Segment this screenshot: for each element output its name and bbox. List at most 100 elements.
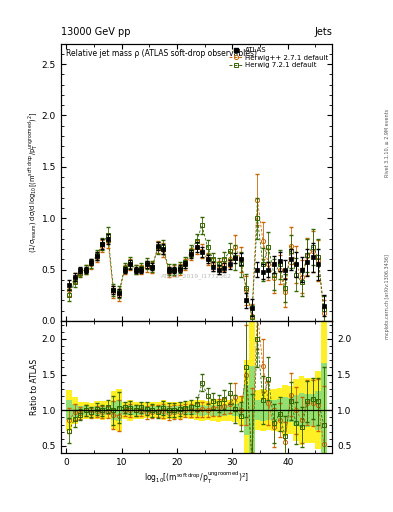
Bar xyxy=(177,402,183,419)
Bar xyxy=(249,323,255,498)
Bar xyxy=(77,402,83,419)
Bar xyxy=(221,399,227,421)
Bar xyxy=(144,402,149,418)
Bar xyxy=(127,400,133,421)
Bar xyxy=(199,405,205,416)
Bar xyxy=(83,402,88,419)
Bar xyxy=(227,400,233,421)
Bar xyxy=(299,393,305,428)
Bar xyxy=(172,406,177,415)
Text: Relative jet mass ρ (ATLAS soft-drop observables): Relative jet mass ρ (ATLAS soft-drop obs… xyxy=(66,49,257,58)
Bar xyxy=(100,406,105,415)
Bar xyxy=(205,406,210,415)
Bar xyxy=(66,390,72,431)
Bar xyxy=(260,400,266,421)
Bar xyxy=(277,388,282,433)
Bar xyxy=(244,385,249,435)
Bar xyxy=(138,402,144,419)
Bar xyxy=(116,389,122,432)
Bar xyxy=(282,385,288,436)
Text: 13000 GeV pp: 13000 GeV pp xyxy=(61,27,130,37)
Bar xyxy=(205,401,210,420)
Bar xyxy=(288,398,293,422)
Bar xyxy=(271,400,277,421)
Bar xyxy=(105,401,111,419)
Bar xyxy=(155,407,160,414)
Bar xyxy=(94,406,100,415)
Bar xyxy=(316,391,321,430)
Bar xyxy=(238,396,244,424)
Bar xyxy=(321,362,327,458)
Bar xyxy=(83,406,88,415)
Bar xyxy=(122,402,127,419)
Bar xyxy=(271,390,277,431)
Bar xyxy=(210,399,216,421)
Bar xyxy=(216,399,221,422)
Bar xyxy=(66,400,72,420)
Bar xyxy=(194,400,199,420)
Bar xyxy=(166,406,172,415)
Bar xyxy=(221,405,227,416)
Text: ATLAS_2019_I1772362: ATLAS_2019_I1772362 xyxy=(161,274,232,280)
Bar xyxy=(122,406,127,415)
Bar xyxy=(188,406,194,415)
Bar xyxy=(105,406,111,415)
Bar xyxy=(177,406,183,415)
Bar xyxy=(111,391,116,430)
Bar xyxy=(316,371,321,449)
Bar xyxy=(160,400,166,420)
Bar xyxy=(310,394,316,426)
Bar xyxy=(127,405,133,415)
Bar xyxy=(227,405,233,415)
Bar xyxy=(160,405,166,415)
Bar xyxy=(199,399,205,421)
Y-axis label: Ratio to ATLAS: Ratio to ATLAS xyxy=(30,359,39,415)
Bar xyxy=(194,406,199,415)
Bar xyxy=(116,400,122,421)
Bar xyxy=(77,406,83,415)
Text: Jets: Jets xyxy=(314,27,332,37)
Bar xyxy=(293,379,299,441)
Bar xyxy=(266,390,271,430)
Bar xyxy=(166,402,172,419)
Bar xyxy=(310,378,316,442)
Bar xyxy=(138,406,144,415)
Bar xyxy=(72,403,77,417)
Bar xyxy=(321,315,327,505)
Bar xyxy=(149,402,155,418)
Bar xyxy=(293,395,299,426)
Bar xyxy=(88,407,94,414)
Bar xyxy=(172,402,177,419)
Bar xyxy=(72,397,77,423)
Bar xyxy=(233,398,238,422)
Bar xyxy=(305,394,310,426)
X-axis label: log$_{10}$[(m$^{\mathrm{soft\,drop}}$/p$_\mathrm{T}^{\mathrm{ungroomed}}$)$^2$]: log$_{10}$[(m$^{\mathrm{soft\,drop}}$/p$… xyxy=(144,470,249,486)
Bar xyxy=(249,366,255,454)
Bar xyxy=(149,406,155,414)
Y-axis label: (1/σ$_\mathrm{resum}$) dσ/d log$_{10}$[(m$^{\mathrm{soft\,drop}}$/p$_\mathrm{T}^: (1/σ$_\mathrm{resum}$) dσ/d log$_{10}$[(… xyxy=(27,112,40,253)
Text: mcplots.cern.ch [arXiv:1306.3436]: mcplots.cern.ch [arXiv:1306.3436] xyxy=(385,254,389,339)
Bar xyxy=(260,390,266,431)
Bar xyxy=(155,402,160,418)
Bar xyxy=(255,390,260,430)
Bar xyxy=(100,401,105,420)
Bar xyxy=(183,407,188,414)
Bar xyxy=(216,404,221,416)
Bar xyxy=(299,376,305,444)
Text: Rivet 3.1.10, ≥ 2.9M events: Rivet 3.1.10, ≥ 2.9M events xyxy=(385,109,389,178)
Bar xyxy=(94,401,100,419)
Bar xyxy=(183,402,188,418)
Bar xyxy=(133,402,138,419)
Bar xyxy=(210,405,216,416)
Bar xyxy=(144,407,149,414)
Bar xyxy=(305,378,310,443)
Bar xyxy=(188,401,194,419)
Bar xyxy=(255,400,260,420)
Bar xyxy=(111,401,116,420)
Bar xyxy=(244,360,249,460)
Bar xyxy=(282,397,288,423)
Legend: ATLAS, Herwig++ 2.7.1 default, Herwig 7.2.1 default: ATLAS, Herwig++ 2.7.1 default, Herwig 7.… xyxy=(227,46,330,70)
Bar xyxy=(277,399,282,421)
Bar xyxy=(266,400,271,420)
Bar xyxy=(133,406,138,415)
